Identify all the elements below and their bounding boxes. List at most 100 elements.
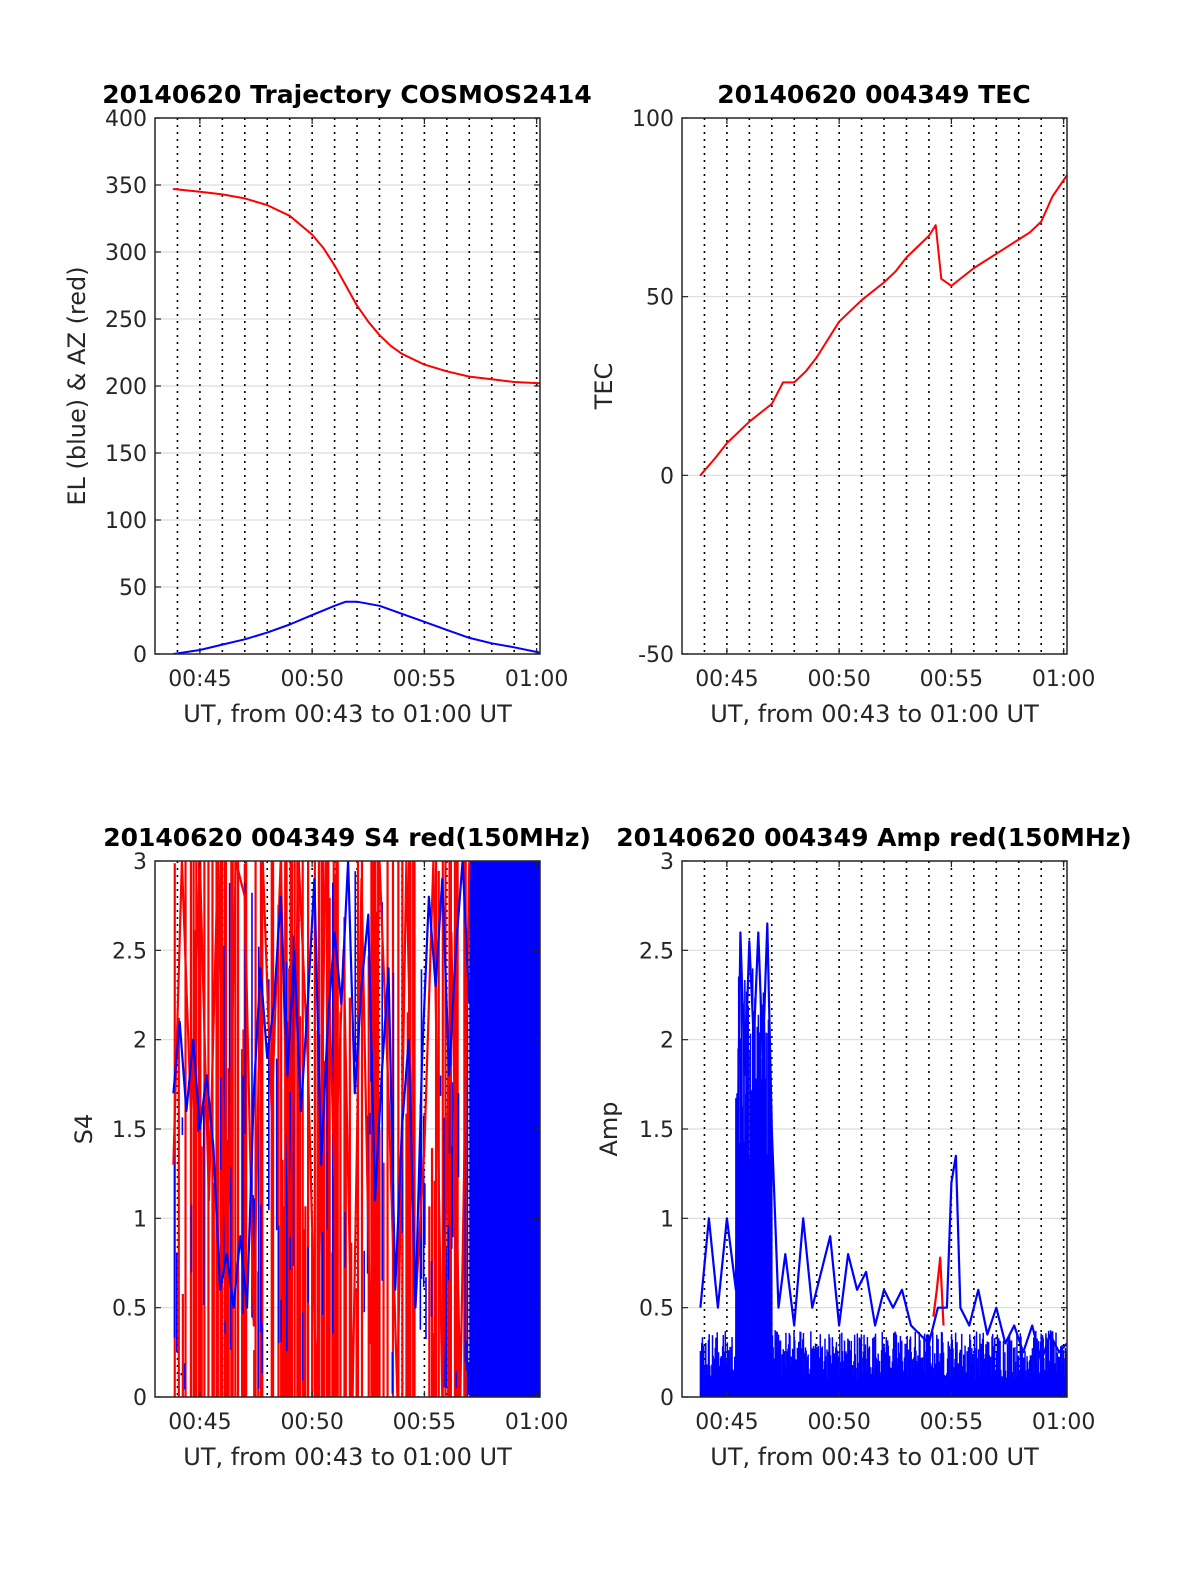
data-point xyxy=(770,403,773,405)
data-point xyxy=(699,474,702,477)
data-point xyxy=(356,304,358,307)
data-point xyxy=(1040,220,1042,223)
data-point xyxy=(490,642,493,645)
data-point xyxy=(815,356,818,359)
chart-title: 20140620 004349 Amp red(150MHz) xyxy=(616,823,1132,852)
data-point xyxy=(726,442,728,444)
data-point xyxy=(894,270,897,273)
x-tick-label: 01:00 xyxy=(1032,1410,1095,1435)
x-tick-label: 00:55 xyxy=(920,667,983,692)
data-point xyxy=(804,370,807,373)
plot-area xyxy=(699,922,1067,1397)
y-tick-label: 150 xyxy=(105,442,147,467)
y-tick-label: 350 xyxy=(105,174,147,199)
x-axis-label: UT, from 00:43 to 01:00 UT xyxy=(183,1443,512,1471)
x-tick-label: 00:50 xyxy=(807,667,870,692)
plot-area xyxy=(699,174,1067,477)
y-tick-label: 2 xyxy=(660,1029,674,1054)
data-point xyxy=(367,320,370,323)
x-tick-label: 01:00 xyxy=(1032,667,1095,692)
data-point xyxy=(221,193,224,196)
axes-box xyxy=(681,117,1068,655)
data-point xyxy=(266,631,269,634)
data-point xyxy=(243,638,246,641)
data-point xyxy=(423,363,426,366)
data-point xyxy=(513,646,515,649)
y-tick-label: 1 xyxy=(133,1207,147,1232)
data-point xyxy=(995,252,998,255)
series-line-1 xyxy=(699,174,1067,476)
x-axis-label: UT, from 00:43 to 01:00 UT xyxy=(183,700,512,728)
x-tick-label: 01:00 xyxy=(505,667,568,692)
series-line-1 xyxy=(932,1256,945,1326)
x-tick-label: 00:55 xyxy=(393,667,456,692)
data-point xyxy=(378,604,381,607)
y-tick-label: 1 xyxy=(660,1207,674,1232)
y-tick-label: 0.5 xyxy=(639,1297,674,1322)
x-tick-label: 00:45 xyxy=(695,1410,758,1435)
data-point xyxy=(973,267,975,269)
x-tick-label: 00:45 xyxy=(168,667,231,692)
y-axis-label: S4 xyxy=(70,1114,98,1145)
chart-panel-4: 00:45 00:50 00:55 01:00 0 0.5 1 1.5 2 2.5 32014062… xyxy=(595,823,1132,1471)
data-point xyxy=(827,338,829,341)
y-tick-label: 0 xyxy=(660,1386,674,1411)
data-point xyxy=(221,643,224,646)
data-point xyxy=(782,381,784,384)
data-point xyxy=(333,264,336,267)
data-point xyxy=(288,215,291,217)
data-point xyxy=(311,233,313,236)
data-point xyxy=(446,629,448,631)
data-point xyxy=(905,256,908,259)
data-point xyxy=(401,613,403,615)
plot-area xyxy=(172,188,540,654)
y-tick-label: 0 xyxy=(133,643,147,668)
data-point xyxy=(423,621,426,623)
y-tick-label: 0 xyxy=(660,464,674,489)
data-point xyxy=(389,345,392,347)
data-point xyxy=(311,614,313,616)
y-axis-label: Amp xyxy=(595,1101,623,1156)
x-tick-label: 00:55 xyxy=(920,1410,983,1435)
y-tick-label: 200 xyxy=(105,375,147,400)
data-point xyxy=(322,247,325,249)
data-point xyxy=(1051,195,1054,198)
x-tick-label: 00:50 xyxy=(807,1410,870,1435)
series-line-2 xyxy=(699,922,1067,1363)
chart-title: 20140620 004349 S4 red(150MHz) xyxy=(103,823,591,852)
dense-data-block xyxy=(469,861,540,1397)
chart-panel-3: 00:45 00:50 00:55 01:00 0 0.5 1 1.5 2 2.5 32014062… xyxy=(70,823,591,1471)
y-tick-label: 100 xyxy=(632,107,674,132)
chart-title: 20140620 004349 TEC xyxy=(717,80,1030,109)
y-tick-label: 1.5 xyxy=(639,1118,674,1143)
x-tick-label: 00:45 xyxy=(168,1410,231,1435)
x-tick-label: 01:00 xyxy=(505,1410,568,1435)
y-tick-label: 2 xyxy=(133,1029,147,1054)
y-axis-label: TEC xyxy=(590,363,618,411)
data-point xyxy=(266,204,269,206)
data-point xyxy=(916,245,919,248)
y-axis-label: EL (blue) & AZ (red) xyxy=(63,266,91,505)
y-tick-label: 50 xyxy=(119,576,147,601)
data-point xyxy=(950,285,953,287)
data-point xyxy=(838,320,840,323)
y-tick-label: 2.5 xyxy=(639,939,674,964)
data-point xyxy=(199,190,201,193)
y-tick-label: 300 xyxy=(105,241,147,266)
y-tick-label: 100 xyxy=(105,509,147,534)
data-point xyxy=(928,235,930,237)
data-point xyxy=(860,299,863,302)
data-point xyxy=(934,224,937,226)
series-line-2 xyxy=(172,861,471,1309)
data-point xyxy=(793,381,796,384)
data-point xyxy=(468,637,471,639)
y-tick-label: 50 xyxy=(646,286,674,311)
y-tick-label: -50 xyxy=(638,643,674,668)
data-point xyxy=(513,381,515,383)
chart-panel-1: 00:45 00:50 00:55 01:00 0 50 100 150 200 250 300 35… xyxy=(63,80,592,728)
data-point xyxy=(446,370,448,373)
data-point xyxy=(401,353,403,355)
data-point xyxy=(748,420,751,423)
y-tick-label: 0.5 xyxy=(112,1297,147,1322)
